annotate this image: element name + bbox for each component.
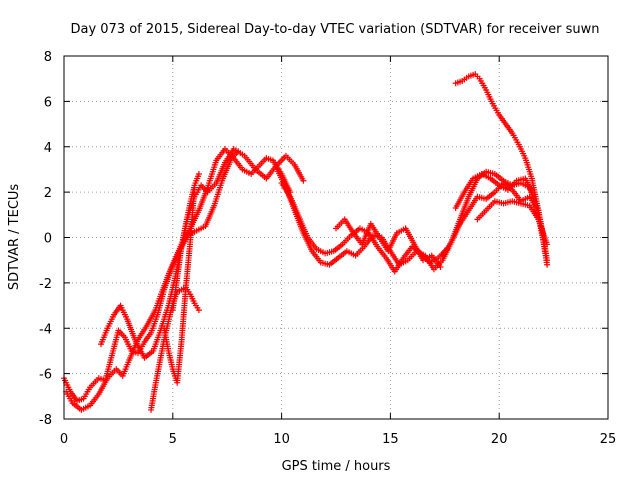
y-tick-label: -2 [39, 277, 52, 292]
data-point [544, 257, 551, 264]
y-tick-label: 8 [44, 50, 52, 65]
y-tick-label: 2 [44, 186, 52, 201]
data-points [61, 71, 551, 413]
series-track-9 [333, 216, 444, 270]
x-tick-label: 25 [600, 432, 617, 447]
x-tick-label: 20 [491, 432, 508, 447]
series-track-6 [169, 170, 202, 314]
series-track-5 [161, 184, 198, 386]
chart-title: Day 073 of 2015, Sidereal Day-to-day VTE… [70, 22, 599, 37]
y-tick-label: -6 [39, 368, 52, 383]
x-tick-label: 15 [382, 432, 399, 447]
y-tick-label: 4 [44, 141, 52, 156]
x-axis-label: GPS time / hours [282, 459, 391, 474]
x-tick-label: 5 [169, 432, 177, 447]
y-axis-label: SDTVAR / TECUs [7, 184, 22, 291]
plot-frame [63, 55, 609, 420]
y-tick-label: -4 [39, 322, 52, 337]
data-point [300, 177, 307, 184]
series-track-3 [97, 146, 307, 361]
data-point [195, 307, 202, 314]
x-tick-label: 0 [60, 432, 68, 447]
axis-ticks: 0 5 10 15 20 25 -8 -6 -4 -2 0 2 4 6 8 [39, 50, 616, 447]
x-tick-label: 10 [273, 432, 290, 447]
y-tick-label: -8 [39, 413, 52, 428]
grid [64, 56, 608, 419]
series-track-14 [452, 71, 551, 264]
data-point [195, 170, 202, 177]
data-point [437, 263, 444, 270]
y-tick-label: 0 [44, 232, 52, 247]
y-tick-label: 6 [44, 95, 52, 110]
